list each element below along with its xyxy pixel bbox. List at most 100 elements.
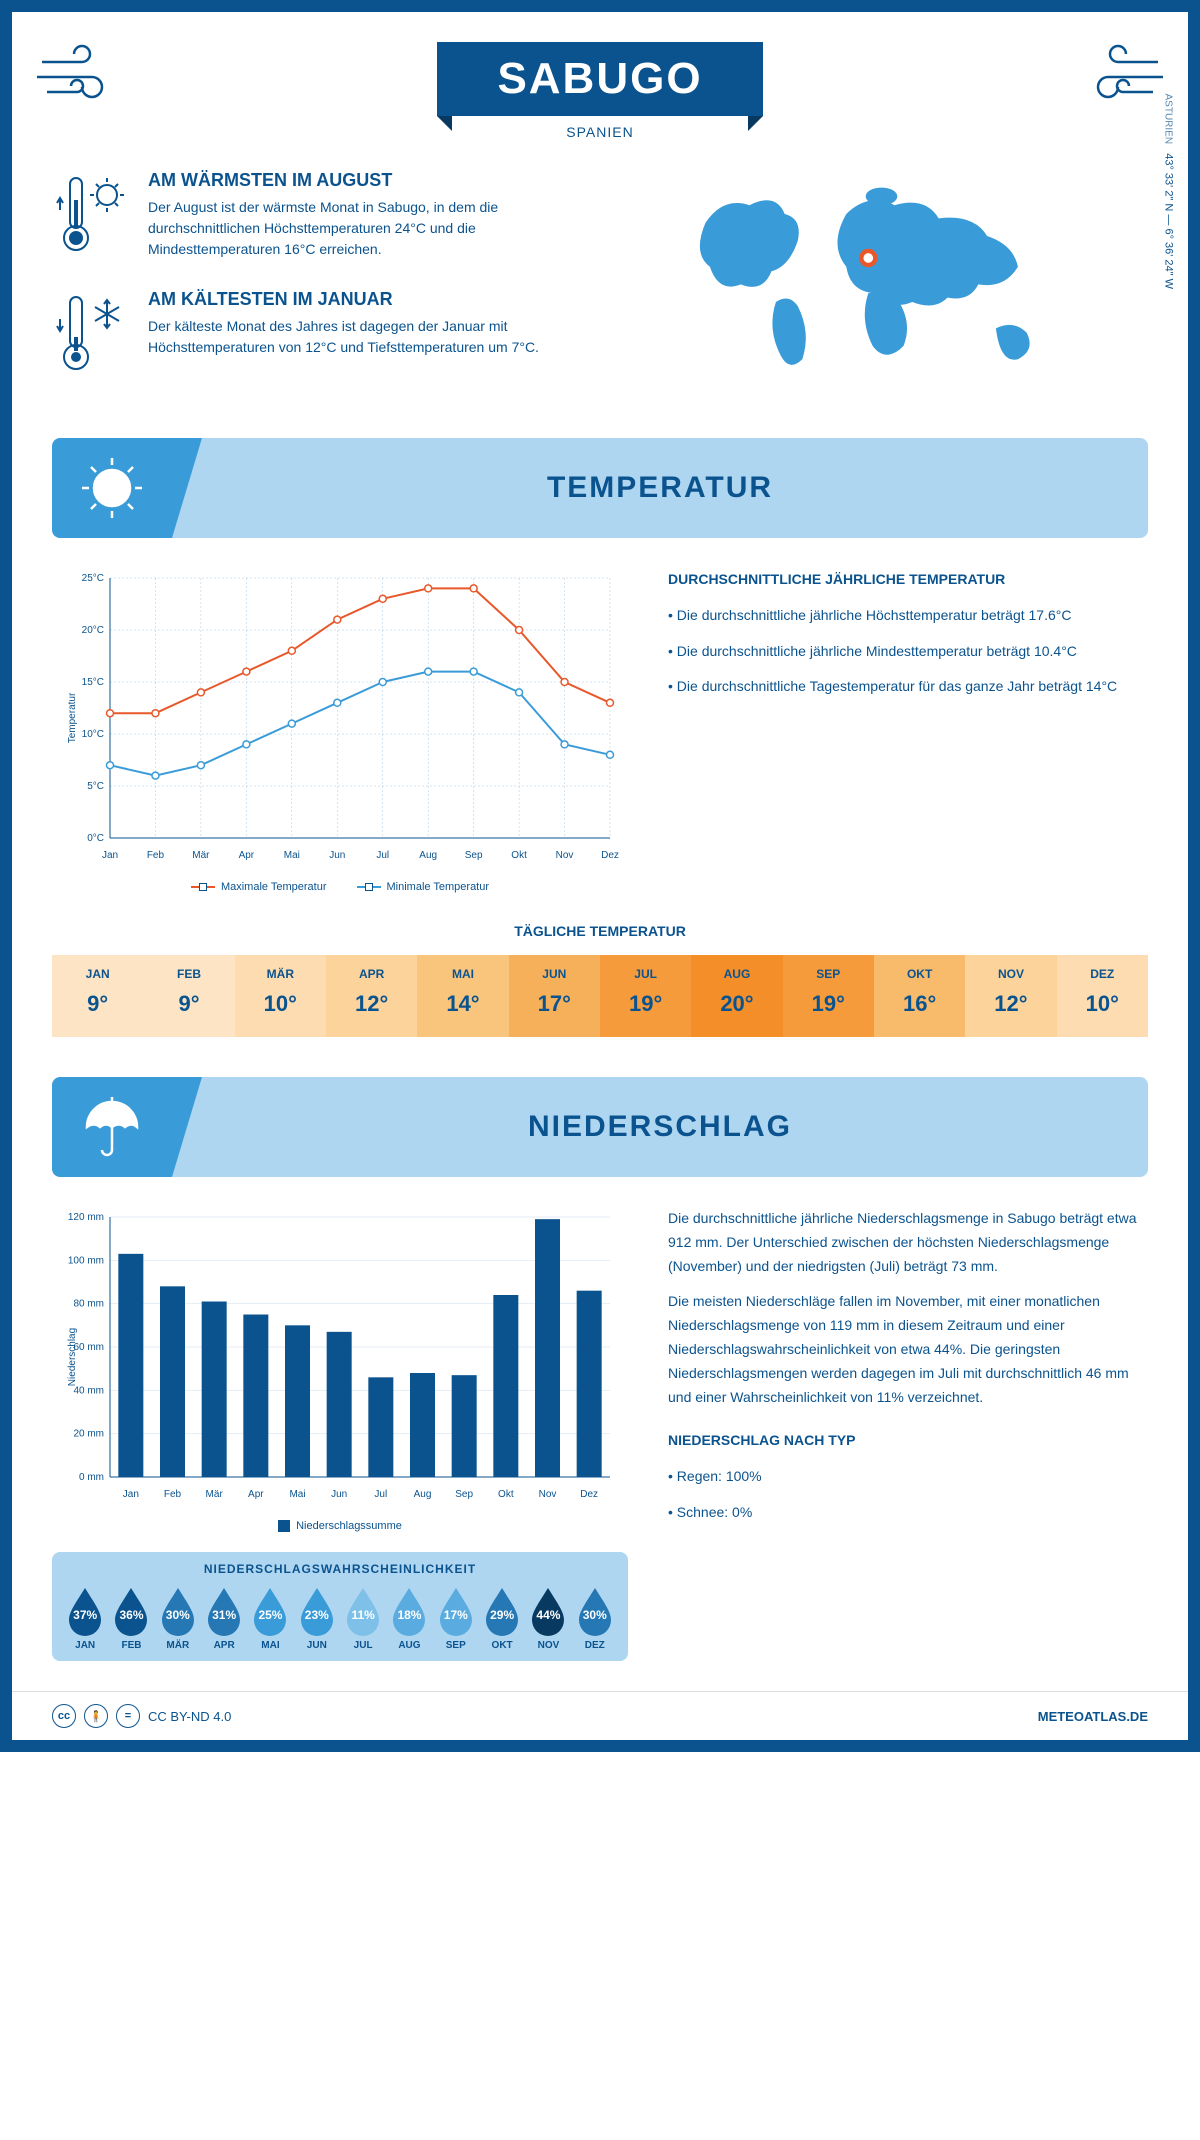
- sun-icon: [52, 438, 172, 538]
- daily-temp-cell: JAN9°: [52, 955, 143, 1037]
- svg-text:Jan: Jan: [102, 850, 118, 861]
- svg-text:Apr: Apr: [248, 1489, 264, 1500]
- precip-types: • Regen: 100%• Schnee: 0%: [668, 1465, 1148, 1525]
- svg-text:Nov: Nov: [539, 1489, 557, 1500]
- svg-text:Mai: Mai: [284, 850, 300, 861]
- svg-text:100 mm: 100 mm: [68, 1255, 104, 1266]
- thermometer-sun-icon: [52, 170, 132, 265]
- section-title: TEMPERATUR: [172, 471, 1148, 505]
- intro-row: AM WÄRMSTEN IM AUGUST Der August ist der…: [52, 170, 1148, 408]
- svg-text:Okt: Okt: [511, 850, 527, 861]
- page-title: SABUGO: [497, 54, 702, 104]
- svg-text:Dez: Dez: [580, 1489, 598, 1500]
- precip-drop: 31%APR: [204, 1586, 244, 1651]
- daily-temp-cell: OKT16°: [874, 955, 965, 1037]
- fact-warmest: AM WÄRMSTEN IM AUGUST Der August ist der…: [52, 170, 585, 265]
- coords-label: ASTURIEN 43° 33' 2" N — 6° 36' 24" W: [1162, 94, 1174, 290]
- daily-temp-cell: JUN17°: [509, 955, 600, 1037]
- daily-temp-cell: SEP19°: [783, 955, 874, 1037]
- svg-text:15°C: 15°C: [82, 677, 104, 688]
- daily-temp-title: TÄGLICHE TEMPERATUR: [52, 923, 1148, 939]
- svg-text:Jun: Jun: [329, 850, 345, 861]
- svg-text:Mai: Mai: [289, 1489, 305, 1500]
- temperature-legend: Maximale Temperatur Minimale Temperatur: [52, 881, 628, 893]
- svg-text:0 mm: 0 mm: [79, 1472, 104, 1483]
- daily-temp-cell: DEZ10°: [1057, 955, 1148, 1037]
- precip-prob-title: NIEDERSCHLAGSWAHRSCHEINLICHKEIT: [62, 1562, 618, 1576]
- wind-icon: [1068, 42, 1168, 117]
- temperature-chart: 0°C5°C10°C15°C20°C25°CJanFebMärAprMaiJun…: [52, 568, 628, 868]
- nd-icon: =: [116, 1704, 140, 1728]
- precip-drop: 17%SEP: [436, 1586, 476, 1651]
- precip-drop: 11%JUL: [343, 1586, 383, 1651]
- page-subtitle: SPANIEN: [52, 124, 1148, 140]
- temp-summary-bullets: • Die durchschnittliche jährliche Höchst…: [668, 604, 1148, 699]
- svg-text:120 mm: 120 mm: [68, 1212, 104, 1223]
- precip-drop: 25%MAI: [250, 1586, 290, 1651]
- precip-drop: 36%FEB: [111, 1586, 151, 1651]
- wind-icon: [32, 42, 132, 117]
- daily-temp-cell: JUL19°: [600, 955, 691, 1037]
- section-title: NIEDERSCHLAG: [172, 1110, 1148, 1144]
- svg-text:Niederschlag: Niederschlag: [67, 1328, 78, 1386]
- license-label: CC BY-ND 4.0: [148, 1709, 231, 1724]
- svg-text:Jul: Jul: [376, 850, 389, 861]
- svg-text:80 mm: 80 mm: [73, 1299, 104, 1310]
- svg-text:40 mm: 40 mm: [73, 1385, 104, 1396]
- precip-drop: 23%JUN: [297, 1586, 337, 1651]
- temp-summary-heading: DURCHSCHNITTLICHE JÄHRLICHE TEMPERATUR: [668, 568, 1148, 592]
- umbrella-icon: [52, 1077, 172, 1177]
- daily-temp-cell: FEB9°: [143, 955, 234, 1037]
- svg-text:0°C: 0°C: [87, 833, 104, 844]
- daily-temp-cell: APR12°: [326, 955, 417, 1037]
- site-label: METEOATLAS.DE: [1038, 1709, 1148, 1724]
- svg-text:Mär: Mär: [192, 850, 210, 861]
- svg-text:Sep: Sep: [455, 1489, 473, 1500]
- fact-coldest-title: AM KÄLTESTEN IM JANUAR: [148, 289, 585, 310]
- svg-text:5°C: 5°C: [87, 781, 104, 792]
- fact-coldest-text: Der kälteste Monat des Jahres ist dagege…: [148, 316, 585, 358]
- precip-para1: Die durchschnittliche jährliche Niedersc…: [668, 1207, 1148, 1278]
- daily-temp-cell: AUG20°: [691, 955, 782, 1037]
- thermometer-snow-icon: [52, 289, 132, 384]
- precip-para2: Die meisten Niederschläge fallen im Nove…: [668, 1290, 1148, 1409]
- svg-text:25°C: 25°C: [82, 573, 104, 584]
- precip-drop: 29%OKT: [482, 1586, 522, 1651]
- precip-drop: 44%NOV: [528, 1586, 568, 1651]
- svg-text:Sep: Sep: [465, 850, 483, 861]
- svg-text:Jan: Jan: [123, 1489, 139, 1500]
- svg-text:Jun: Jun: [331, 1489, 347, 1500]
- precip-drop: 37%JAN: [65, 1586, 105, 1651]
- fact-warmest-title: AM WÄRMSTEN IM AUGUST: [148, 170, 585, 191]
- daily-temp-cell: MAI14°: [417, 955, 508, 1037]
- svg-text:Apr: Apr: [239, 850, 255, 861]
- precipitation-probability: NIEDERSCHLAGSWAHRSCHEINLICHKEIT 37%JAN36…: [52, 1552, 628, 1661]
- precip-drop: 18%AUG: [389, 1586, 429, 1651]
- svg-text:Temperatur: Temperatur: [67, 692, 78, 743]
- cc-icon: cc: [52, 1704, 76, 1728]
- section-header-precipitation: NIEDERSCHLAG: [52, 1077, 1148, 1177]
- svg-text:20 mm: 20 mm: [73, 1429, 104, 1440]
- header: SABUGO SPANIEN: [52, 42, 1148, 140]
- svg-text:Nov: Nov: [556, 850, 574, 861]
- svg-text:10°C: 10°C: [82, 729, 104, 740]
- svg-text:Aug: Aug: [414, 1489, 432, 1500]
- precip-drop: 30%DEZ: [575, 1586, 615, 1651]
- daily-temp-cell: NOV12°: [965, 955, 1056, 1037]
- fact-warmest-text: Der August ist der wärmste Monat in Sabu…: [148, 197, 585, 260]
- precip-drop: 30%MÄR: [158, 1586, 198, 1651]
- svg-text:Mär: Mär: [206, 1489, 224, 1500]
- footer: cc 🧍 = CC BY-ND 4.0 METEOATLAS.DE: [12, 1691, 1188, 1740]
- svg-text:Okt: Okt: [498, 1489, 514, 1500]
- svg-text:60 mm: 60 mm: [73, 1342, 104, 1353]
- svg-text:Jul: Jul: [374, 1489, 387, 1500]
- svg-text:20°C: 20°C: [82, 625, 104, 636]
- section-header-temperature: TEMPERATUR: [52, 438, 1148, 538]
- precipitation-legend: Niederschlagssumme: [52, 1520, 628, 1532]
- svg-text:Feb: Feb: [164, 1489, 182, 1500]
- svg-text:Dez: Dez: [601, 850, 619, 861]
- daily-temp-cell: MÄR10°: [235, 955, 326, 1037]
- svg-text:Aug: Aug: [419, 850, 437, 861]
- world-map: [615, 170, 1148, 390]
- precipitation-chart: 0 mm 20 mm 40 mm 60 mm 80 mm 100 mm 120 mm Jan F…: [52, 1207, 628, 1507]
